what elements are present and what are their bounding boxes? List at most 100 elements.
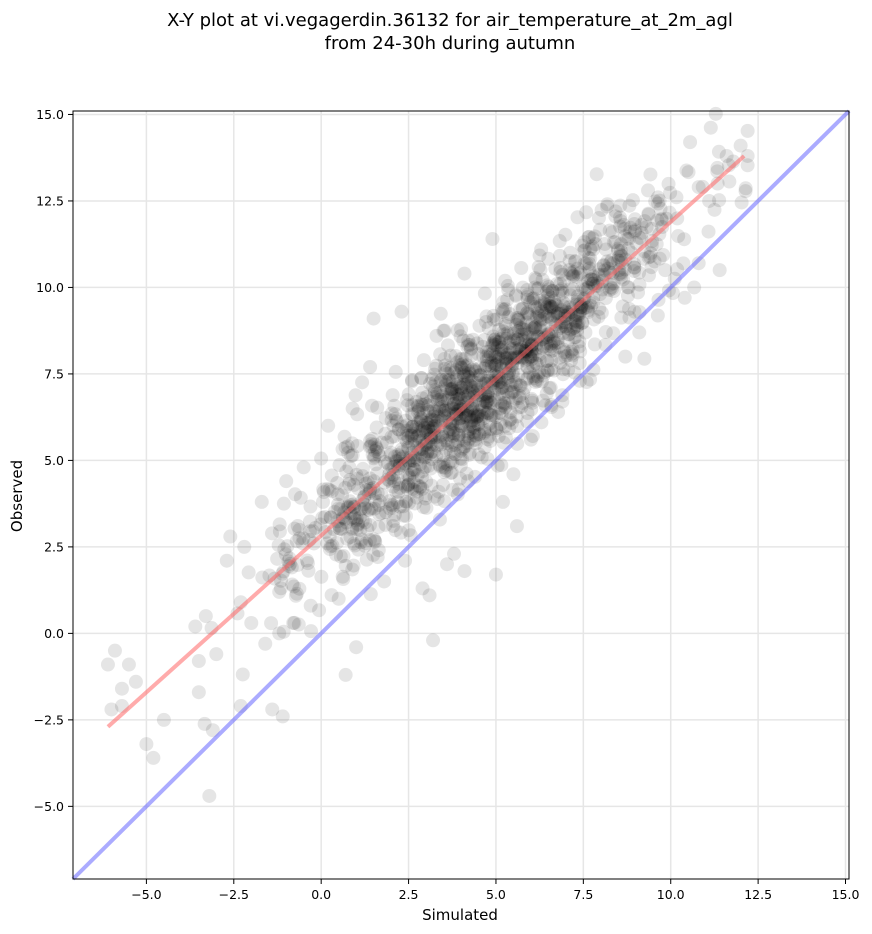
- data-point: [387, 473, 402, 488]
- data-point: [480, 451, 495, 466]
- data-point: [526, 371, 541, 386]
- data-point: [349, 513, 364, 528]
- data-point: [495, 379, 510, 394]
- data-point: [447, 365, 462, 380]
- data-point: [394, 304, 409, 319]
- data-point: [427, 444, 442, 459]
- data-point: [423, 446, 438, 461]
- data-point: [364, 437, 379, 452]
- data-point: [511, 400, 526, 415]
- data-point: [547, 343, 562, 358]
- data-point: [388, 407, 403, 422]
- data-point: [652, 193, 667, 208]
- data-point: [359, 552, 374, 567]
- data-point: [510, 332, 525, 347]
- y-tick-label: 7.5: [44, 366, 64, 381]
- data-point: [650, 308, 665, 323]
- data-point: [486, 336, 501, 351]
- data-point: [556, 342, 571, 357]
- data-point: [382, 501, 397, 516]
- data-point: [286, 616, 301, 630]
- data-point: [552, 350, 567, 365]
- data-point: [350, 517, 365, 532]
- data-point: [387, 459, 402, 474]
- data-point: [353, 535, 368, 550]
- data-point: [498, 430, 513, 445]
- data-point: [303, 499, 318, 514]
- data-point: [636, 251, 651, 266]
- data-point: [531, 306, 546, 321]
- data-point: [520, 292, 535, 307]
- data-point: [641, 206, 656, 221]
- data-point: [464, 414, 479, 429]
- data-point: [370, 550, 385, 565]
- data-point: [648, 194, 663, 209]
- data-point: [587, 229, 602, 244]
- data-point: [627, 257, 642, 272]
- data-point: [528, 372, 543, 387]
- data-point: [539, 340, 554, 355]
- data-point: [540, 278, 555, 293]
- data-point: [498, 319, 513, 334]
- data-point: [468, 407, 483, 422]
- data-point: [322, 482, 337, 497]
- data-point: [405, 465, 420, 480]
- data-point: [560, 348, 575, 363]
- data-point: [501, 370, 516, 385]
- data-point: [443, 382, 458, 397]
- data-point: [478, 395, 493, 410]
- data-point: [460, 339, 475, 354]
- data-point: [641, 207, 656, 222]
- data-point: [474, 388, 489, 403]
- data-point: [399, 508, 414, 523]
- data-point: [383, 448, 398, 463]
- data-point: [339, 515, 354, 530]
- data-point: [385, 500, 400, 515]
- data-point: [530, 281, 545, 296]
- data-point: [401, 523, 416, 538]
- data-point: [438, 433, 453, 448]
- data-point: [477, 361, 492, 376]
- data-point: [707, 202, 722, 217]
- data-point: [562, 282, 577, 297]
- data-point: [468, 363, 483, 378]
- data-point: [555, 267, 570, 282]
- data-point: [508, 287, 523, 302]
- data-point: [550, 331, 565, 346]
- data-point: [365, 431, 380, 446]
- data-point: [405, 407, 420, 422]
- data-point: [556, 299, 571, 314]
- data-point: [608, 209, 623, 224]
- data-point: [491, 382, 506, 397]
- data-point: [471, 368, 486, 383]
- data-point: [323, 539, 338, 554]
- data-point: [525, 291, 540, 306]
- data-point: [191, 685, 206, 700]
- data-point: [483, 422, 498, 437]
- data-point: [510, 324, 525, 339]
- data-point: [501, 328, 516, 343]
- data-point: [451, 387, 466, 402]
- data-point: [575, 315, 590, 330]
- data-point: [627, 260, 642, 275]
- data-point: [544, 353, 559, 368]
- data-point: [528, 299, 543, 314]
- data-point: [555, 285, 570, 300]
- data-point: [550, 306, 565, 321]
- data-point: [500, 347, 515, 362]
- data-point: [521, 370, 536, 385]
- data-point: [410, 404, 425, 419]
- data-point: [437, 403, 452, 418]
- data-point: [254, 494, 269, 509]
- data-point: [458, 377, 473, 392]
- data-point: [477, 426, 492, 441]
- data-point: [472, 360, 487, 375]
- data-point: [481, 350, 496, 365]
- data-point: [407, 483, 422, 498]
- data-point: [461, 333, 476, 348]
- data-point: [526, 320, 541, 335]
- data-point: [532, 311, 547, 326]
- data-point: [368, 534, 383, 549]
- data-point: [290, 518, 305, 533]
- data-point: [565, 267, 580, 282]
